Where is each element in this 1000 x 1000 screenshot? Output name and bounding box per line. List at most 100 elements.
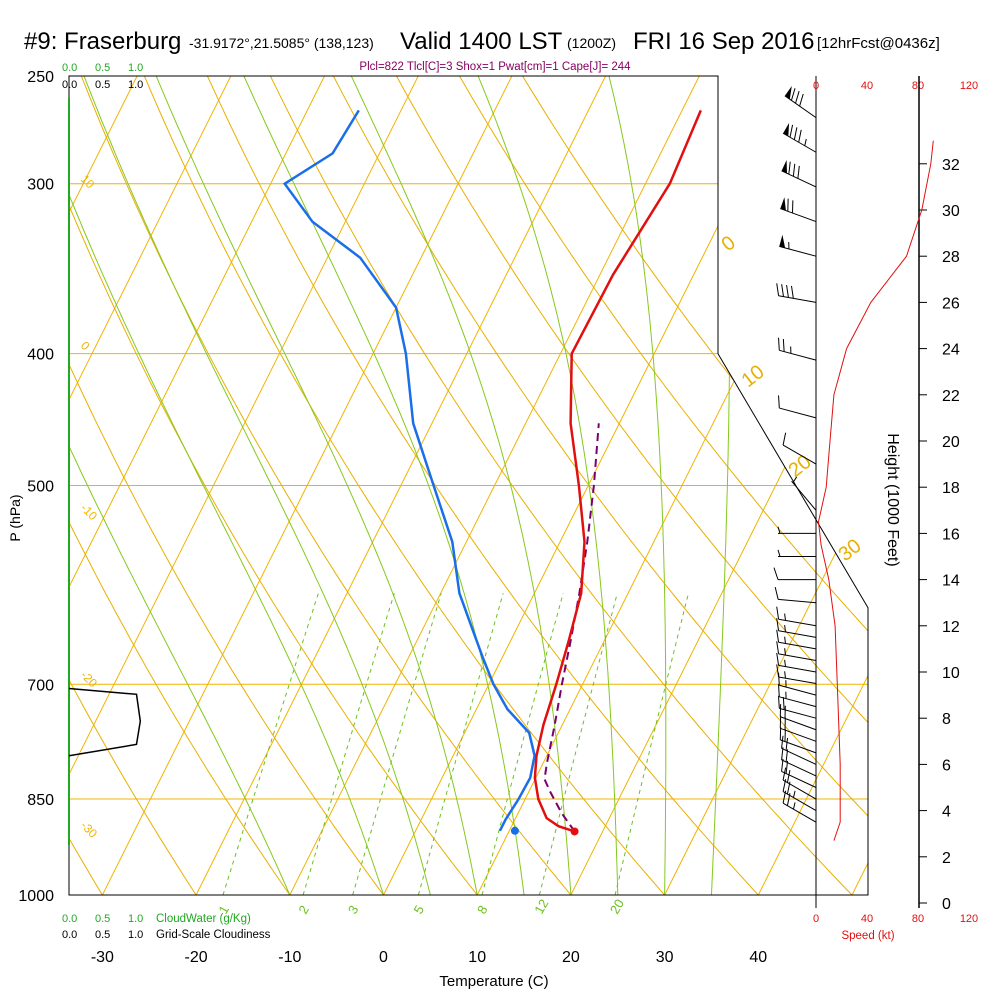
dry-adiabat-line — [143, 76, 665, 895]
isotherm-line — [851, 76, 868, 895]
isotherm-label: -20 — [78, 668, 100, 690]
temperature-tick-label: -20 — [185, 949, 208, 966]
wind-barb — [778, 395, 817, 419]
cloudwater-scale-bottom: 0.5 — [95, 913, 110, 925]
height-tick-label: 6 — [942, 757, 951, 774]
wind-barb — [779, 704, 817, 731]
dry-adiabat-label: 0 — [718, 232, 740, 256]
surface-temperature-dot — [570, 827, 579, 836]
dry-adiabat-line — [332, 76, 868, 895]
temperature-tick-label: -10 — [278, 949, 301, 966]
height-tick-label: 10 — [942, 665, 960, 682]
wind-barb — [782, 432, 817, 465]
dry-adiabat-line — [69, 76, 291, 895]
wind-barb — [778, 337, 817, 361]
pressure-tick-label: 500 — [27, 479, 54, 496]
grid-lines — [69, 76, 868, 895]
speed-axis-title: Speed (kt) — [841, 930, 894, 942]
moist-adiabat-line — [608, 76, 667, 895]
speed-tick-top: 40 — [861, 80, 873, 92]
dry-adiabat-line — [69, 76, 478, 895]
speed-tick-bottom: 0 — [813, 913, 819, 925]
isotherm-line — [289, 76, 700, 895]
mixing-ratio-line — [538, 593, 618, 895]
speed-tick-bottom: 120 — [960, 913, 978, 925]
pressure-tick-label: 300 — [27, 177, 54, 194]
isotherm-label: -30 — [78, 818, 100, 840]
height-tick-label: 14 — [942, 573, 960, 590]
y-axis-title: P (hPa) — [7, 494, 23, 541]
cloudwater-scale-bottom: 0.0 — [62, 913, 77, 925]
valid-time-z: (1200Z) — [567, 35, 617, 51]
speed-tick-top: 120 — [960, 80, 978, 92]
wind-barb — [791, 476, 817, 511]
wind-barb — [779, 715, 817, 742]
temperature-profile — [533, 109, 702, 833]
temperature-tick-label: 40 — [749, 949, 767, 966]
speed-tick-bottom: 40 — [861, 913, 873, 925]
wind-barb — [776, 629, 817, 650]
speed-tick-bottom: 80 — [912, 913, 924, 925]
dry-adiabat-line — [396, 76, 868, 895]
wind-barb — [776, 283, 817, 303]
cloudiness-scale-top: 1.0 — [128, 79, 143, 91]
wind-barb — [776, 664, 817, 685]
wind-barb — [777, 526, 816, 534]
station-title: #9: Fraserburg — [24, 28, 182, 55]
mixing-ratio-line — [481, 593, 564, 895]
mixing-ratio-label: 5 — [410, 903, 427, 917]
wind-barb — [782, 122, 817, 153]
temperature-tick-label: 20 — [562, 949, 580, 966]
temperature-tick-label: 30 — [656, 949, 674, 966]
cloudiness-profile — [68, 687, 142, 757]
speed-tick-top: 80 — [912, 80, 924, 92]
isotherm-line — [664, 76, 868, 895]
moist-adiabat-line — [155, 76, 478, 895]
mixing-ratio-line — [222, 593, 319, 895]
pressure-tick-label: 700 — [27, 677, 54, 694]
moist-adiabat-line — [477, 76, 619, 895]
isotherm-line — [69, 76, 232, 895]
cloudiness-scale-top: 0.5 — [95, 79, 110, 91]
cloudiness-panel — [68, 687, 142, 757]
temperature-tick-label: -30 — [91, 949, 114, 966]
wind-barb — [776, 618, 817, 638]
cloudiness-scale-top: 0.0 — [62, 79, 77, 91]
plot-outline — [68, 75, 869, 896]
surface-dewpoint-dot — [510, 826, 519, 835]
mixing-ratio-line — [352, 593, 442, 895]
x-axis-title: Temperature (C) — [439, 973, 548, 990]
wind-barb — [779, 234, 817, 257]
mixing-ratio-label: 12 — [531, 896, 551, 916]
height-tick-label: 18 — [942, 480, 960, 497]
cloudwater-scale-top: 0.5 — [95, 62, 110, 74]
dry-adiabat-label: 30 — [835, 535, 866, 566]
height-tick-label: 32 — [942, 157, 960, 174]
cloudiness-title: Grid-Scale Cloudiness — [156, 929, 271, 941]
height-tick-label: 22 — [942, 388, 960, 405]
title-bar: #9: Fraserburg -31.9172°,21.5085° (138,1… — [0, 22, 1000, 62]
height-tick-label: 16 — [942, 526, 960, 543]
dry-adiabat-line — [69, 76, 197, 895]
wind-barb — [784, 86, 817, 119]
height-tick-label: 2 — [942, 850, 951, 867]
isotherm-line — [757, 76, 868, 895]
cloudwater-title: CloudWater (g/Kg) — [156, 913, 251, 925]
mixing-ratio-label: 20 — [607, 896, 627, 916]
pressure-tick-label: 850 — [27, 792, 54, 809]
moist-adiabat-line — [243, 76, 525, 895]
moist-adiabat-line — [69, 76, 384, 895]
wind-barb — [778, 695, 817, 719]
wind-barb — [781, 735, 817, 765]
wind-barb — [782, 767, 817, 800]
dry-adiabat-line — [206, 76, 759, 895]
dry-adiabat-label: 20 — [785, 451, 816, 482]
wind-speed-profile — [817, 140, 934, 841]
height-tick-label: 24 — [942, 342, 960, 359]
height-tick-label: 12 — [942, 619, 960, 636]
cloudwater-scale-top: 1.0 — [128, 62, 143, 74]
wind-barb — [777, 549, 816, 557]
height-axis-title: Height (1000 Feet) — [884, 433, 901, 566]
